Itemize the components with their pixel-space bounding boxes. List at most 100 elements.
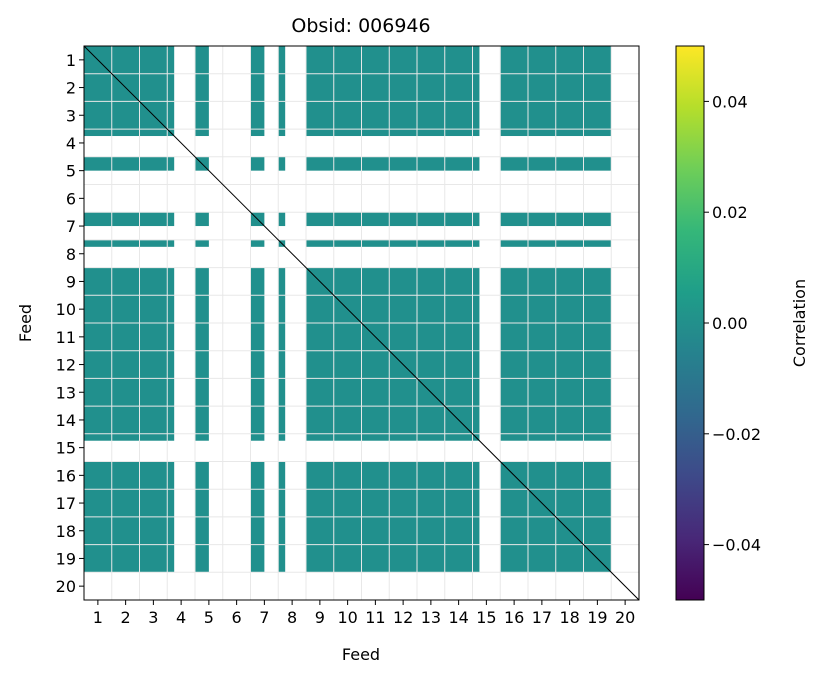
y-tick-label: 4: [66, 134, 76, 153]
heatmap-cell: [417, 350, 445, 379]
heatmap-cell: [111, 516, 140, 545]
heatmap-cell: [250, 239, 265, 247]
heatmap-cell: [555, 406, 584, 434]
heatmap-cell: [417, 101, 445, 130]
heatmap-cell: [417, 212, 445, 227]
heatmap-cell: [195, 239, 209, 247]
heatmap-cell: [250, 516, 265, 545]
heatmap-cell: [389, 489, 417, 517]
heatmap-cells: [84, 46, 612, 573]
heatmap-cell: [306, 406, 334, 434]
heatmap-cell: [139, 295, 168, 323]
heatmap-cell: [167, 239, 175, 247]
heatmap-cell: [500, 489, 528, 517]
heatmap-cell: [500, 433, 528, 441]
heatmap-cell: [528, 433, 556, 441]
heatmap-cell: [333, 239, 362, 247]
heatmap-cell: [84, 544, 112, 573]
heatmap-cell: [195, 101, 209, 130]
heatmap-cell: [583, 323, 612, 351]
heatmap-cell: [555, 544, 584, 573]
heatmap-cell: [306, 489, 334, 517]
heatmap-cell: [306, 544, 334, 573]
heatmap-cell: [444, 156, 473, 171]
x-tick-label: 7: [259, 608, 269, 627]
heatmap-cell: [250, 378, 265, 407]
heatmap-cell: [278, 461, 286, 490]
heatmap-cell: [528, 267, 556, 296]
heatmap-cell: [528, 212, 556, 227]
heatmap-cell: [167, 323, 175, 351]
heatmap-cell: [444, 350, 473, 379]
heatmap-cell: [417, 489, 445, 517]
heatmap-cell: [361, 156, 390, 171]
heatmap-cell: [111, 433, 140, 441]
heatmap-cell: [139, 378, 168, 407]
heatmap-cell: [278, 73, 286, 102]
y-tick-label: 17: [56, 494, 76, 513]
heatmap-cell: [333, 350, 362, 379]
heatmap-cell: [500, 323, 528, 351]
heatmap-cell: [361, 350, 390, 379]
heatmap-cell: [528, 295, 556, 323]
heatmap-cell: [500, 516, 528, 545]
x-tick-label: 13: [421, 608, 441, 627]
heatmap-cell: [195, 73, 209, 102]
heatmap-cell: [139, 46, 168, 74]
heatmap-cell: [306, 156, 334, 171]
heatmap-cell: [500, 378, 528, 407]
heatmap-cell: [306, 350, 334, 379]
heatmap-cell: [84, 433, 112, 441]
heatmap-cell: [583, 461, 612, 490]
heatmap-cell: [472, 239, 480, 247]
heatmap-cell: [555, 433, 584, 441]
heatmap-cell: [278, 516, 286, 545]
heatmap-cell: [84, 156, 112, 171]
heatmap-cell: [84, 350, 112, 379]
heatmap-cell: [361, 212, 390, 227]
heatmap-cell: [361, 433, 390, 441]
colorbar-tick-label: 0.00: [712, 314, 748, 333]
y-tick-label: 8: [66, 245, 76, 264]
heatmap-cell: [306, 516, 334, 545]
heatmap-cell: [84, 406, 112, 434]
heatmap-cell: [84, 378, 112, 407]
heatmap-diagonal: [83, 45, 640, 601]
heatmap-cell: [444, 323, 473, 351]
y-tick-label: 3: [66, 106, 76, 125]
y-tick-label: 10: [56, 300, 76, 319]
heatmap-cell: [583, 212, 612, 227]
heatmap-cell: [333, 267, 362, 296]
heatmap-cell: [361, 461, 390, 490]
heatmap-cell: [472, 73, 480, 102]
heatmap-cell: [167, 461, 175, 490]
y-tick-label: 19: [56, 549, 76, 568]
heatmap-cell: [528, 101, 556, 130]
y-tick-label: 9: [66, 272, 76, 291]
heatmap-cell: [139, 516, 168, 545]
heatmap-cell: [444, 544, 473, 573]
heatmap-cell: [444, 46, 473, 74]
heatmap-cell: [472, 295, 480, 323]
heatmap-cell: [111, 378, 140, 407]
x-tick-label: 12: [393, 608, 413, 627]
heatmap-cell: [528, 73, 556, 102]
heatmap-cell: [417, 406, 445, 434]
heatmap-cell: [306, 101, 334, 130]
heatmap-cell: [361, 406, 390, 434]
heatmap-cell: [472, 101, 480, 130]
heatmap-cell: [111, 46, 140, 74]
heatmap-cell: [444, 73, 473, 102]
heatmap-cell: [139, 406, 168, 434]
heatmap-cell: [84, 267, 112, 296]
y-tick-label: 16: [56, 466, 76, 485]
heatmap-cell: [278, 350, 286, 379]
heatmap-cell: [167, 73, 175, 102]
heatmap-cell: [333, 378, 362, 407]
heatmap-cell: [84, 129, 112, 137]
heatmap-cell: [139, 544, 168, 573]
heatmap-cell: [472, 406, 480, 434]
heatmap-cell: [583, 46, 612, 74]
heatmap-cell: [555, 73, 584, 102]
